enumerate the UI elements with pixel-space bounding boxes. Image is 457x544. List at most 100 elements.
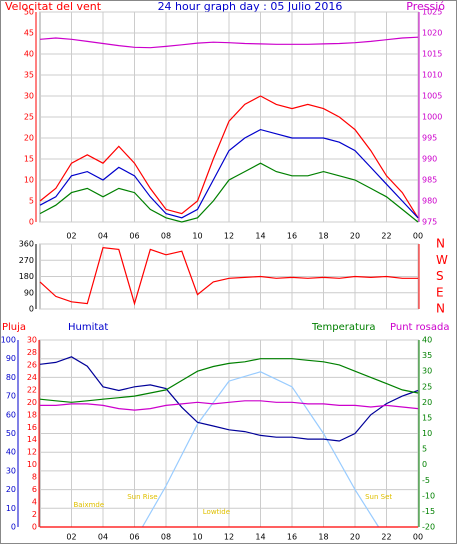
y-tick-label: 15 bbox=[24, 155, 34, 164]
x-tick-label: 08 bbox=[161, 533, 171, 542]
y-tick-label: 40 bbox=[6, 448, 16, 457]
y-tick-label: 1005 bbox=[422, 92, 442, 101]
annotation: Sun Set bbox=[365, 493, 392, 501]
y-tick-label: 180 bbox=[19, 272, 34, 281]
x-tick-label: 08 bbox=[161, 232, 171, 241]
axis-title: Humitat bbox=[68, 322, 108, 333]
chart-title: 24 hour graph day : 05 Julio 2016 bbox=[158, 0, 343, 13]
x-tick-label: 18 bbox=[318, 232, 328, 241]
y-tick-label: 10 bbox=[27, 460, 37, 469]
y-tick-label: 5 bbox=[422, 445, 427, 454]
x-tick-label: 02 bbox=[66, 533, 76, 542]
y-tick-label: 40 bbox=[24, 50, 34, 59]
y-tick-label: 45 bbox=[24, 29, 34, 38]
y-tick-label: 35 bbox=[422, 351, 432, 360]
y-tick-label: 50 bbox=[24, 8, 34, 17]
y-tick-label: 50 bbox=[6, 429, 16, 438]
y-tick-label: 20 bbox=[27, 398, 37, 407]
y-tick-label: 18 bbox=[27, 410, 37, 419]
series-line bbox=[39, 358, 419, 403]
y-tick-label: 10 bbox=[422, 429, 432, 438]
y-tick-label: -10 bbox=[422, 491, 435, 500]
y-tick-label: 90 bbox=[24, 288, 34, 297]
series-line bbox=[141, 371, 380, 528]
y-tick-label: 20 bbox=[422, 398, 432, 407]
y-tick-label: 0 bbox=[11, 523, 16, 532]
y-tick-label: 30 bbox=[27, 336, 37, 345]
x-tick-label: 14 bbox=[255, 232, 265, 241]
y-tick-label: 90 bbox=[6, 354, 16, 363]
y-tick-label: 30 bbox=[6, 466, 16, 475]
x-tick-label: 12 bbox=[224, 232, 234, 241]
series-line bbox=[39, 246, 418, 306]
axis-title: Pressió bbox=[406, 0, 445, 13]
y-tick-label: 1020 bbox=[422, 29, 442, 38]
y-tick-label: 80 bbox=[6, 373, 16, 382]
y-tick-label: 100 bbox=[1, 336, 16, 345]
axis-title: Pluja bbox=[2, 322, 26, 333]
y-tick-label: 25 bbox=[24, 113, 34, 122]
x-tick-label: 06 bbox=[129, 533, 139, 542]
x-tick-label: 04 bbox=[98, 533, 108, 542]
y-tick-label: 360 bbox=[19, 240, 34, 249]
y-tick-label: 22 bbox=[27, 385, 37, 394]
y-tick-label: 0 bbox=[32, 523, 37, 532]
annotation: Lowtide bbox=[203, 508, 230, 516]
x-tick-label: 16 bbox=[287, 533, 297, 542]
y-tick-label: 20 bbox=[24, 134, 34, 143]
x-tick-label: 14 bbox=[255, 533, 265, 542]
x-tick-label: 18 bbox=[318, 533, 328, 542]
axis-title: Temperatura bbox=[311, 322, 376, 333]
x-tick-label: 10 bbox=[192, 533, 202, 542]
y-tick-label: -5 bbox=[422, 476, 430, 485]
y-tick-label: 270 bbox=[19, 256, 34, 265]
y-tick-label: 10 bbox=[6, 504, 16, 513]
y-tick-label: 25 bbox=[422, 382, 432, 391]
series-line bbox=[39, 128, 419, 219]
y-tick-label: 0 bbox=[29, 305, 34, 314]
x-tick-label: 16 bbox=[287, 232, 297, 241]
y-tick-label: 30 bbox=[24, 92, 34, 101]
y-tick-label: 985 bbox=[422, 176, 437, 185]
y-tick-label: 980 bbox=[422, 197, 437, 206]
y-tick-label: 28 bbox=[27, 348, 37, 357]
y-tick-label: 6 bbox=[32, 485, 37, 494]
y-tick-label: 990 bbox=[422, 155, 437, 164]
legend-label: Punt rosada bbox=[390, 322, 449, 333]
y-tick-label: 30 bbox=[422, 367, 432, 376]
series-line bbox=[39, 162, 419, 223]
y-tick-label: 995 bbox=[422, 134, 437, 143]
x-tick-label: 20 bbox=[350, 533, 360, 542]
y-tick-label: 1025 bbox=[422, 8, 442, 17]
x-tick-label: 06 bbox=[129, 232, 139, 241]
y-tick-label: 60 bbox=[6, 410, 16, 419]
axis-title: Velocitat del vent bbox=[5, 0, 102, 13]
y-tick-label: E bbox=[436, 285, 444, 299]
y-tick-label: S bbox=[436, 269, 444, 283]
x-tick-label: 22 bbox=[381, 533, 391, 542]
y-tick-label: 20 bbox=[6, 485, 16, 494]
y-tick-label: N bbox=[436, 237, 445, 251]
y-tick-label: 1015 bbox=[422, 50, 442, 59]
y-tick-label: 40 bbox=[422, 336, 432, 345]
y-tick-label: 8 bbox=[32, 473, 37, 482]
y-tick-label: 0 bbox=[29, 218, 34, 227]
x-tick-label: 04 bbox=[98, 232, 108, 241]
y-tick-label: 70 bbox=[6, 392, 16, 401]
series-line bbox=[39, 356, 419, 442]
x-tick-label: 00 bbox=[413, 232, 423, 241]
y-tick-label: 12 bbox=[27, 448, 37, 457]
y-tick-label: 26 bbox=[27, 360, 37, 369]
y-tick-label: 10 bbox=[24, 176, 34, 185]
x-tick-label: 10 bbox=[192, 232, 202, 241]
y-tick-label: 24 bbox=[27, 373, 37, 382]
y-tick-label: -15 bbox=[422, 507, 435, 516]
series-line bbox=[40, 400, 419, 411]
y-tick-label: 15 bbox=[422, 413, 432, 422]
x-tick-label: 00 bbox=[413, 533, 423, 542]
series-line bbox=[39, 95, 419, 219]
y-tick-label: 16 bbox=[27, 423, 37, 432]
y-tick-label: 975 bbox=[422, 218, 437, 227]
x-tick-label: 02 bbox=[66, 232, 76, 241]
